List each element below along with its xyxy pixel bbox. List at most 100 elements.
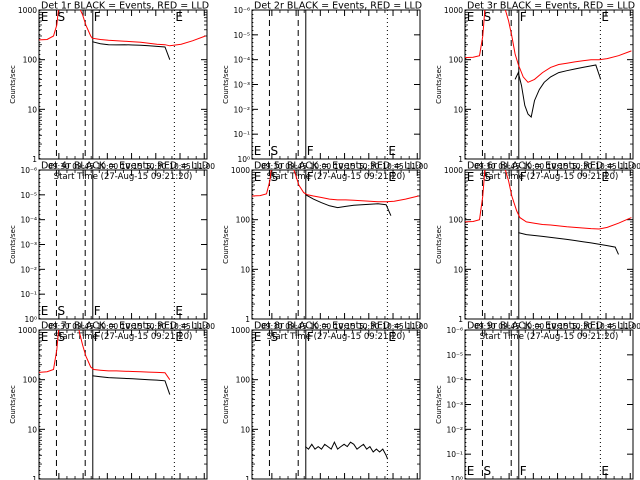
marker-label: F: [520, 10, 527, 24]
y-axis-title: Counts/sec: [435, 385, 443, 424]
plot-frame: [464, 169, 634, 320]
marker-label: E: [41, 304, 49, 318]
marker-label: E: [388, 144, 396, 158]
xtick-label: 10:30: [571, 322, 593, 331]
ytick-label: 1: [245, 475, 250, 480]
y-axis-title: Counts/sec: [222, 65, 230, 104]
xtick-label: 10:30: [145, 162, 167, 171]
marker-label: F: [94, 330, 101, 344]
xtick-label: 11:00: [619, 162, 640, 171]
x-axis-title: Start Time (27-Aug-15 09:21:20): [480, 172, 619, 182]
ytick-label: 1000: [231, 326, 250, 335]
panel-title: Det 8r BLACK = Events, RED = LLD: [254, 321, 422, 332]
marker-label: S: [483, 10, 491, 24]
ytick-label: 10⁻⁵: [233, 31, 250, 40]
series-line-lld: [39, 330, 171, 380]
series-line-events: [92, 41, 171, 60]
series-line-lld: [465, 170, 632, 230]
ytick-label: 10: [240, 425, 250, 434]
ytick-label: 1: [32, 155, 37, 164]
plot-frame: [38, 329, 208, 480]
xtick-label: 10:15: [121, 162, 143, 171]
xtick-label: 10:45: [169, 322, 191, 331]
marker-label: E: [41, 10, 49, 24]
xtick-label: 09:45: [498, 322, 520, 331]
ytick-label: 10⁻⁴: [233, 56, 250, 65]
xtick-label: 10:00: [310, 322, 332, 331]
xtick-label: 10:30: [145, 322, 167, 331]
ytick-label: 10: [27, 425, 37, 434]
ytick-label: 10⁻³: [446, 401, 463, 410]
xtick-label: 10:30: [571, 162, 593, 171]
xtick-label: 09:30: [261, 322, 283, 331]
y-axis-title: Counts/sec: [222, 225, 230, 264]
marker-label: E: [388, 170, 396, 184]
series-line-events: [92, 375, 171, 395]
ytick-label: 10⁻³: [233, 81, 250, 90]
detector-panel-7: Det 7r BLACK = Events, RED = LLD 1 10 100 10…: [9, 321, 209, 480]
panel-title: Det 2r BLACK = Events, RED = LLD: [254, 1, 422, 12]
xtick-label: 09:30: [48, 162, 70, 171]
ytick-label: 10⁻¹: [446, 450, 463, 459]
detector-panel-3: Det 3r BLACK = Events, RED = LLD 1 10 100 10…: [435, 1, 640, 183]
x-axis-title: Start Time (27-Aug-15 09:21:20): [54, 172, 193, 182]
xtick-label: 10:15: [121, 322, 143, 331]
y-axis-title: Counts/sec: [9, 65, 17, 104]
marker-label: F: [307, 144, 314, 158]
ytick-label: 100: [449, 56, 464, 65]
xtick-label: 09:45: [498, 162, 520, 171]
ytick-label: 10⁻²: [233, 105, 250, 114]
detector-panel-4: Det 4r BLACK = Events, RED = LLD 10⁰ 10⁻¹ 1…: [9, 161, 215, 343]
ytick-label: 10⁻⁵: [446, 351, 463, 360]
series-line-events: [514, 64, 602, 118]
x-axis-title: Start Time (27-Aug-15 09:21:20): [54, 332, 193, 342]
ytick-label: 10⁻¹: [20, 290, 37, 299]
plot-frame: [251, 9, 421, 160]
xtick-label: 10:15: [334, 322, 356, 331]
xtick-label: 09:45: [72, 322, 94, 331]
x-axis-title: Start Time (27-Aug-15 09:21:20): [267, 172, 406, 182]
plot-frame: [38, 169, 208, 320]
detector-panel-2: Det 2r BLACK = Events, RED = LLD 10⁰ 10⁻¹ 1…: [222, 1, 428, 183]
ytick-label: 10⁻¹: [233, 130, 250, 139]
y-axis-title: Counts/sec: [9, 385, 17, 424]
panel-title: Det 3r BLACK = Events, RED = LLD: [467, 1, 635, 12]
marker-label: S: [270, 170, 278, 184]
xtick-label: 10:45: [382, 322, 404, 331]
marker-label: S: [483, 464, 491, 478]
plot-frame: [251, 169, 421, 320]
marker-label: E: [254, 170, 262, 184]
xtick-label: 09:45: [285, 322, 307, 331]
marker-label: F: [520, 464, 527, 478]
ytick-label: 10⁻²: [446, 425, 463, 434]
xtick-label: 11:00: [193, 322, 215, 331]
ytick-label: 10: [240, 265, 250, 274]
marker-label: S: [57, 330, 65, 344]
marker-label: E: [601, 170, 609, 184]
ytick-label: 1000: [18, 6, 37, 15]
series-line-lld: [252, 170, 419, 203]
xtick-label: 10:15: [547, 162, 569, 171]
marker-label: E: [388, 330, 396, 344]
ytick-label: 10⁻⁵: [20, 191, 37, 200]
ytick-label: 10⁻⁴: [20, 216, 37, 225]
marker-label: E: [254, 330, 262, 344]
series-line-lld: [465, 10, 632, 83]
xtick-label: 09:45: [285, 162, 307, 171]
ytick-label: 100: [236, 376, 251, 385]
ytick-label: 10⁻³: [20, 241, 37, 250]
x-axis-title: Start Time (27-Aug-15 09:21:20): [480, 332, 619, 342]
ytick-label: 1: [458, 315, 463, 324]
ytick-label: 100: [236, 216, 251, 225]
x-axis-title: Start Time (27-Aug-15 09:21:20): [267, 332, 406, 342]
detector-panel-1: Det 1r BLACK = Events, RED = LLD 1 10 100 10…: [9, 1, 215, 183]
xtick-label: 10:30: [358, 162, 380, 171]
detector-panel-8: Det 8r BLACK = Events, RED = LLD 1 10 100 10…: [222, 321, 422, 480]
y-axis-title: Counts/sec: [222, 385, 230, 424]
series-line-events: [304, 441, 389, 460]
marker-label: E: [175, 10, 183, 24]
marker-label: E: [175, 304, 183, 318]
xtick-label: 10:30: [358, 322, 380, 331]
panel-title: Det 5r BLACK = Events, RED = LLD: [254, 161, 422, 172]
